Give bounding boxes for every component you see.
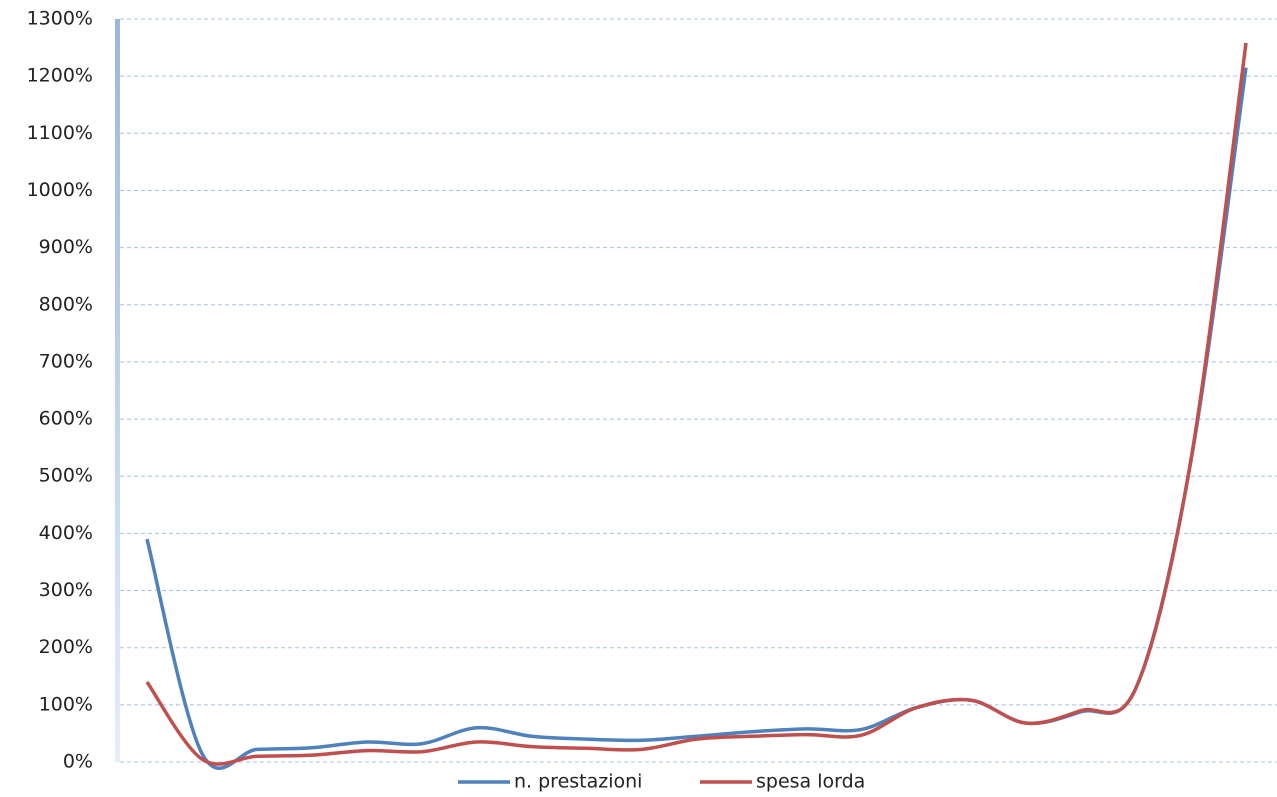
y-tick-label: 100%: [39, 693, 93, 715]
y-tick-label: 1300%: [27, 8, 93, 30]
series-line: [145, 42, 1248, 766]
y-tick-label: 900%: [39, 236, 93, 258]
y-tick-label: 600%: [39, 408, 93, 430]
y-tick-label: 1000%: [27, 179, 93, 201]
y-tick-label: 1200%: [27, 65, 93, 87]
y-axis-bar: [115, 19, 120, 762]
legend-label: n. prestazioni: [514, 771, 642, 793]
series-line: [145, 67, 1248, 770]
y-tick-label: 800%: [39, 293, 93, 315]
y-tick-label: 400%: [39, 522, 93, 544]
y-tick-label: 1100%: [27, 122, 93, 144]
y-tick-label: 700%: [39, 350, 93, 372]
y-tick-label: 200%: [39, 636, 93, 658]
y-tick-label: 0%: [63, 751, 93, 773]
y-tick-label: 300%: [39, 579, 93, 601]
y-tick-label: 500%: [39, 465, 93, 487]
legend-label: spesa lorda: [756, 771, 865, 793]
